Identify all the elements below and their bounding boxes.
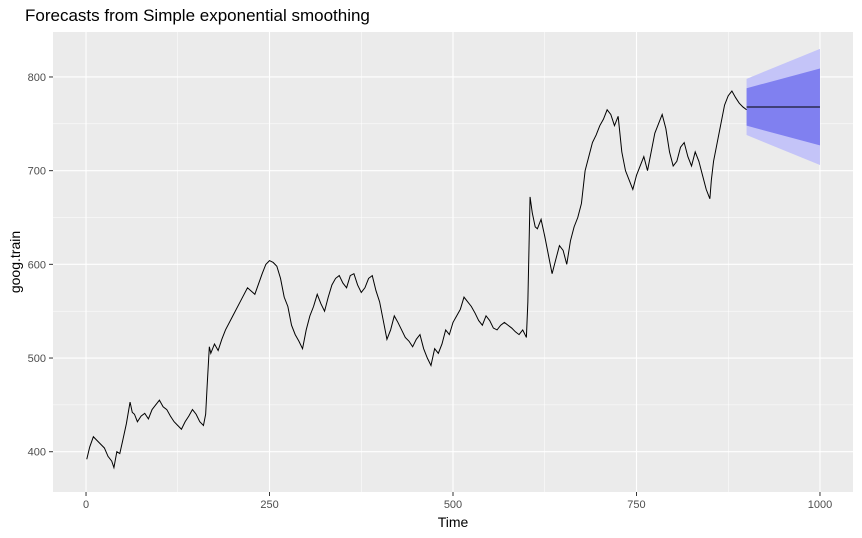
y-axis: 400 500 600 700 800 — [28, 72, 53, 459]
y-axis-title: goog.train — [7, 231, 23, 293]
x-tick-label: 500 — [444, 499, 462, 511]
y-tick-label: 500 — [28, 353, 46, 365]
x-axis: 0 250 500 750 1000 — [83, 492, 832, 511]
y-tick-label: 400 — [28, 447, 46, 459]
y-tick-label: 700 — [28, 166, 46, 178]
y-tick-label: 800 — [28, 72, 46, 84]
y-tick-label: 600 — [28, 259, 46, 271]
x-tick-label: 750 — [627, 499, 645, 511]
x-tick-label: 1000 — [808, 499, 832, 511]
series-line — [86, 90, 747, 470]
x-tick-label: 250 — [260, 499, 278, 511]
chart-title: Forecasts from Simple exponential smooth… — [25, 6, 370, 25]
x-axis-title: Time — [438, 514, 469, 530]
grid-major — [53, 32, 853, 492]
x-tick-label: 0 — [83, 499, 89, 511]
